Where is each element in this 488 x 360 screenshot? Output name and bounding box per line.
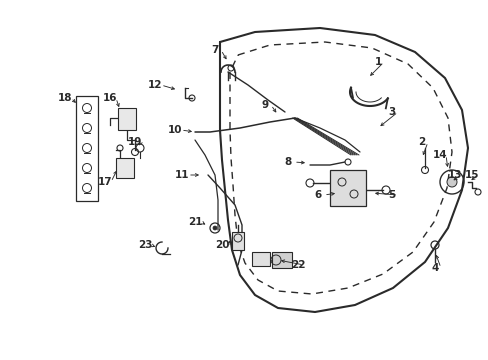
Text: 6: 6 xyxy=(314,190,321,200)
Text: 23: 23 xyxy=(138,240,152,250)
Text: 16: 16 xyxy=(102,93,117,103)
Text: 20: 20 xyxy=(214,240,229,250)
Text: 14: 14 xyxy=(432,150,447,160)
Text: 12: 12 xyxy=(147,80,162,90)
Bar xyxy=(116,158,134,178)
Text: 13: 13 xyxy=(447,170,461,180)
Circle shape xyxy=(446,177,456,187)
Text: 1: 1 xyxy=(374,57,381,67)
Text: 8: 8 xyxy=(284,157,291,167)
Bar xyxy=(118,108,136,130)
Text: 5: 5 xyxy=(387,190,395,200)
Text: 22: 22 xyxy=(290,260,305,270)
Text: 3: 3 xyxy=(387,107,395,117)
Text: 2: 2 xyxy=(418,137,425,147)
Bar xyxy=(329,170,365,206)
Circle shape xyxy=(213,226,217,230)
Text: 21: 21 xyxy=(187,217,202,227)
Bar xyxy=(76,96,98,201)
Text: 15: 15 xyxy=(464,170,478,180)
Text: 10: 10 xyxy=(167,125,182,135)
Bar xyxy=(231,232,244,250)
Bar xyxy=(271,252,291,268)
Text: 18: 18 xyxy=(58,93,72,103)
Text: 11: 11 xyxy=(174,170,189,180)
Text: 19: 19 xyxy=(127,137,142,147)
Bar xyxy=(251,252,269,266)
Text: 7: 7 xyxy=(211,45,218,55)
Text: 9: 9 xyxy=(261,100,268,110)
Text: 17: 17 xyxy=(98,177,112,187)
Text: 4: 4 xyxy=(430,263,438,273)
